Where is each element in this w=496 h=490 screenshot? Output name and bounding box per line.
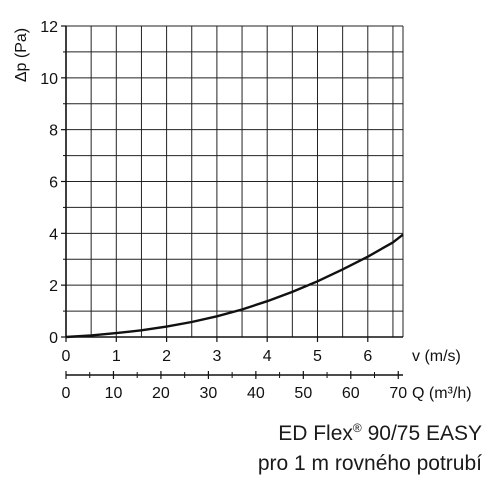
y-axis-label: Δp (Pa) [13, 28, 30, 82]
x2-tick-label: 60 [342, 385, 360, 402]
x-tick-label: 4 [263, 348, 272, 365]
caption-product-name: ED Flex [278, 422, 353, 445]
y-tick-label: 8 [49, 123, 58, 140]
caption-product-model: 90/75 EASY [361, 422, 482, 445]
x2-axis-label: Q (m³/h) [412, 385, 472, 402]
y-tick-label: 2 [49, 278, 58, 295]
x-tick-label: 2 [162, 348, 171, 365]
x-tick-label: 6 [363, 348, 372, 365]
x2-tick-label: 0 [62, 385, 71, 402]
x2-tick-label: 20 [152, 385, 170, 402]
y-tick-label: 12 [40, 19, 58, 36]
series-line [65, 233, 404, 339]
x2-tick-label: 30 [199, 385, 217, 402]
chart-caption-subtitle: pro 1 m rovného potrubí [257, 452, 482, 475]
x-axis-label: v (m/s) [412, 348, 461, 365]
registered-mark: ® [352, 421, 362, 435]
x-tick-label: 0 [62, 348, 71, 365]
y-tick-label: 6 [49, 175, 58, 192]
x2-tick-label: 50 [294, 385, 312, 402]
x-tick-label: 5 [313, 348, 322, 365]
ticks [61, 25, 399, 379]
grid [66, 26, 403, 337]
x-tick-label: 1 [112, 348, 121, 365]
y-tick-label: 0 [49, 330, 58, 347]
chart-caption-title: ED Flex® 90/75 EASY [278, 422, 482, 446]
x-tick-label: 3 [212, 348, 221, 365]
y-tick-label: 4 [49, 226, 58, 243]
x2-tick-label: 70 [389, 385, 407, 402]
x2-tick-label: 40 [247, 385, 265, 402]
y-tick-label: 10 [40, 71, 58, 88]
x2-tick-label: 10 [105, 385, 123, 402]
series-layer [65, 233, 404, 339]
